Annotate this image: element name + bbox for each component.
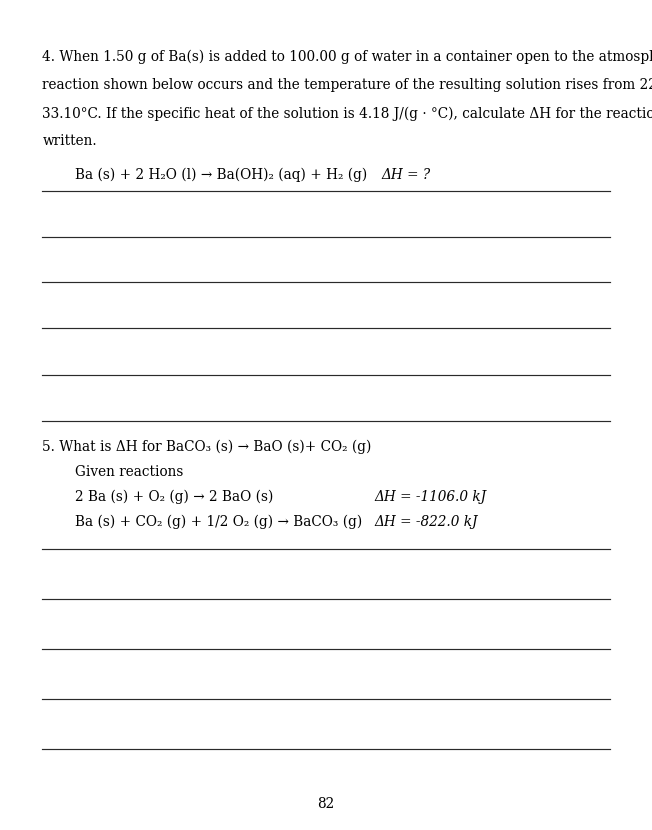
Text: reaction shown below occurs and the temperature of the resulting solution rises : reaction shown below occurs and the temp… (42, 78, 652, 92)
Text: ΔH = -1106.0 kJ: ΔH = -1106.0 kJ (375, 490, 487, 504)
Text: 4. When 1.50 g of Ba(s) is added to 100.00 g of water in a container open to the: 4. When 1.50 g of Ba(s) is added to 100.… (42, 50, 652, 64)
Text: 5. What is ΔH for BaCO₃ (s) → BaO (s)+ CO₂ (g): 5. What is ΔH for BaCO₃ (s) → BaO (s)+ C… (42, 440, 372, 454)
Text: Ba (s) + CO₂ (g) + 1/2 O₂ (g) → BaCO₃ (g): Ba (s) + CO₂ (g) + 1/2 O₂ (g) → BaCO₃ (g… (75, 515, 363, 529)
Text: 82: 82 (318, 797, 334, 811)
Text: ΔH = ?: ΔH = ? (381, 168, 430, 182)
Text: ΔH = -822.0 kJ: ΔH = -822.0 kJ (375, 515, 479, 529)
Text: 2 Ba (s) + O₂ (g) → 2 BaO (s): 2 Ba (s) + O₂ (g) → 2 BaO (s) (75, 490, 273, 504)
Text: Ba (s) + 2 H₂O (l) → Ba(OH)₂ (aq) + H₂ (g): Ba (s) + 2 H₂O (l) → Ba(OH)₂ (aq) + H₂ (… (75, 168, 367, 182)
Text: written.: written. (42, 134, 97, 149)
Text: 33.10°C. If the specific heat of the solution is 4.18 J/(g · °C), calculate ΔH f: 33.10°C. If the specific heat of the sol… (42, 106, 652, 120)
Text: Given reactions: Given reactions (75, 465, 183, 479)
